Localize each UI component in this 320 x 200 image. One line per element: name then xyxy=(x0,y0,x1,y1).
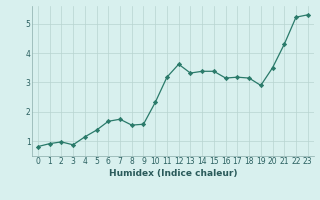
X-axis label: Humidex (Indice chaleur): Humidex (Indice chaleur) xyxy=(108,169,237,178)
